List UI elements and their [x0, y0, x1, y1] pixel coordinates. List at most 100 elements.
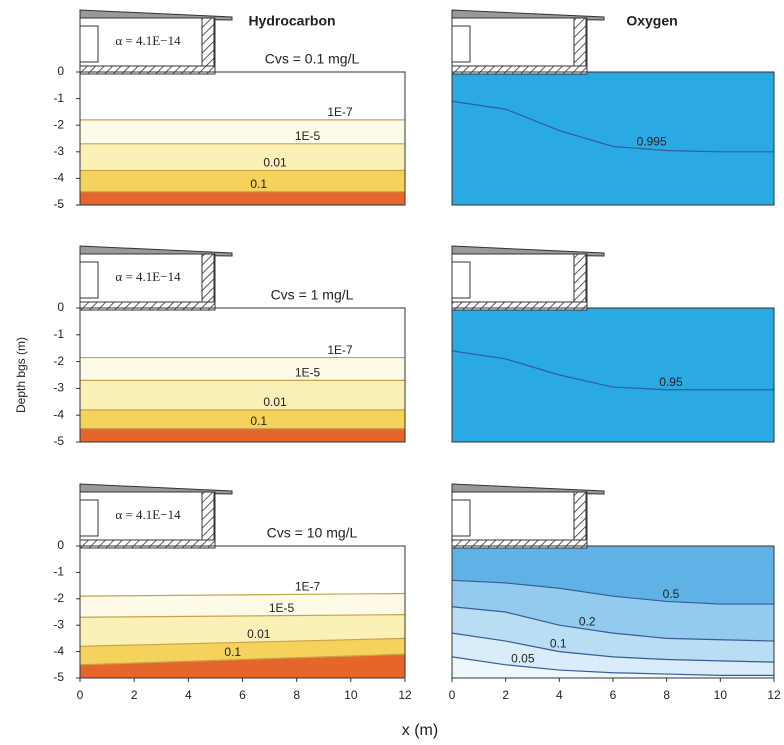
- slab: [451, 301, 588, 311]
- y-tick-label: 0: [57, 538, 64, 552]
- contour-label: 0.95: [659, 375, 683, 389]
- contour-label: 0.995: [637, 135, 667, 149]
- contour-band: [452, 101, 774, 205]
- contour-band: [452, 72, 774, 152]
- contour-band: [80, 614, 405, 647]
- y-tick-label: -2: [53, 354, 64, 368]
- contour-label: 1E-5: [295, 366, 321, 380]
- wall: [573, 491, 587, 543]
- y-tick-label: -4: [53, 171, 64, 185]
- x-tick-label: 4: [185, 688, 192, 702]
- contour-band: [452, 546, 774, 605]
- x-tick-label: 6: [610, 688, 617, 702]
- contour-label: 0.1: [250, 414, 267, 428]
- contour-label: 0.01: [247, 627, 271, 641]
- wall: [573, 253, 587, 305]
- door: [79, 25, 99, 63]
- contour-line: [451, 579, 774, 605]
- x-tick-label: 0: [77, 688, 84, 702]
- x-tick-label: 10: [714, 688, 728, 702]
- contour-label: 0.1: [250, 177, 267, 191]
- contour-band: [452, 580, 774, 642]
- y-tick-label: -3: [53, 381, 64, 395]
- y-axis-label: Depth bgs (m): [14, 337, 28, 413]
- contour-line: [79, 592, 406, 597]
- y-tick-label: -4: [53, 644, 64, 658]
- contour-band: [80, 409, 405, 429]
- wall: [573, 17, 587, 69]
- y-tick-label: -1: [53, 327, 64, 341]
- contour-band: [452, 633, 774, 676]
- contour-line: [451, 606, 775, 642]
- x-tick-label: 12: [767, 688, 781, 702]
- door: [79, 261, 99, 299]
- contour-label: 0.01: [263, 395, 287, 409]
- contour-label: 1E-7: [295, 579, 321, 593]
- contour-line: [79, 614, 406, 618]
- building: [451, 17, 588, 69]
- alpha-label: α = 4.1E−14: [115, 33, 181, 48]
- door: [451, 261, 471, 299]
- plot-frame: [451, 307, 775, 443]
- contour-line: [451, 632, 775, 663]
- contour-band: [452, 350, 774, 442]
- contour-band: [452, 656, 774, 678]
- slab: [79, 301, 216, 311]
- wall: [201, 17, 215, 69]
- contour-band: [80, 357, 405, 381]
- y-tick-label: -5: [53, 197, 64, 211]
- contour-line: [79, 637, 406, 647]
- contour-band: [80, 638, 405, 665]
- x-tick-label: 2: [502, 688, 509, 702]
- x-tick-label: 8: [293, 688, 300, 702]
- contour-band: [80, 546, 405, 597]
- plot-frame: [79, 307, 406, 443]
- slab: [79, 539, 216, 549]
- contour-band: [80, 119, 405, 144]
- door: [451, 25, 471, 63]
- contour-label: 0.2: [579, 614, 596, 628]
- x-axis-label: x (m): [402, 722, 438, 739]
- contour-label: 0.1: [224, 645, 241, 659]
- wall: [201, 253, 215, 305]
- x-tick-label: 12: [398, 688, 412, 702]
- x-tick-label: 10: [344, 688, 358, 702]
- contour-band: [80, 308, 405, 358]
- building: [79, 491, 216, 543]
- y-tick-label: -3: [53, 617, 64, 631]
- contour-label: 0.1: [550, 637, 567, 651]
- y-tick-label: -1: [53, 91, 64, 105]
- building: [451, 253, 588, 305]
- cvs-label: Cvs = 10 mg/L: [267, 525, 358, 541]
- door: [79, 499, 99, 537]
- contour-band: [80, 380, 405, 410]
- contour-band: [80, 170, 405, 192]
- slab: [451, 65, 588, 75]
- y-tick-label: -1: [53, 565, 64, 579]
- door: [451, 499, 471, 537]
- wall: [201, 491, 215, 543]
- x-tick-label: 0: [449, 688, 456, 702]
- panel-title: Oxygen: [626, 13, 677, 29]
- slab: [451, 539, 588, 549]
- y-tick-label: -2: [53, 591, 64, 605]
- x-tick-label: 8: [663, 688, 670, 702]
- x-tick-label: 2: [131, 688, 138, 702]
- contour-band: [80, 654, 405, 678]
- y-tick-label: -3: [53, 144, 64, 158]
- contour-line: [451, 350, 774, 391]
- contour-label: 0.01: [263, 156, 287, 170]
- contour-line: [79, 653, 406, 666]
- panel-title: Hydrocarbon: [248, 13, 335, 29]
- contour-band: [80, 428, 405, 442]
- contour-label: 0.05: [511, 652, 535, 666]
- cvs-label: Cvs = 0.1 mg/L: [265, 51, 360, 67]
- alpha-label: α = 4.1E−14: [115, 269, 181, 284]
- contour-label: 0.5: [663, 587, 680, 601]
- contour-band: [80, 143, 405, 171]
- y-tick-label: 0: [57, 300, 64, 314]
- contour-line: [451, 100, 774, 153]
- x-tick-label: 6: [239, 688, 246, 702]
